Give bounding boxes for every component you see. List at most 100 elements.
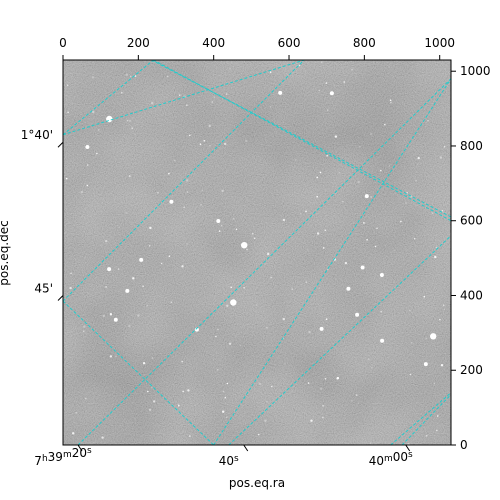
star xyxy=(97,129,100,131)
dec-grid-line xyxy=(153,60,451,222)
ra-grid-line xyxy=(151,60,451,218)
star xyxy=(425,337,428,340)
star xyxy=(181,360,183,363)
star xyxy=(255,304,258,306)
star xyxy=(310,419,313,422)
star xyxy=(388,66,390,68)
star xyxy=(213,96,216,99)
right-tick-label: 1000 xyxy=(460,64,491,78)
star xyxy=(324,229,327,232)
star xyxy=(201,189,204,192)
star xyxy=(139,257,144,262)
star xyxy=(96,152,98,155)
star xyxy=(169,199,174,204)
star xyxy=(258,382,262,386)
star xyxy=(388,165,391,167)
star xyxy=(121,91,123,94)
star xyxy=(186,104,188,106)
right-tick-label: 600 xyxy=(460,214,483,228)
star xyxy=(235,228,238,231)
star xyxy=(222,410,225,413)
star xyxy=(320,61,323,63)
star xyxy=(406,192,409,194)
star xyxy=(218,230,221,232)
star xyxy=(211,101,213,103)
x-axis-label: pos.eq.ra xyxy=(229,476,285,490)
star xyxy=(151,101,154,105)
star xyxy=(134,75,137,77)
top-tick-label: 600 xyxy=(278,36,301,50)
star xyxy=(203,140,206,142)
star xyxy=(278,90,283,95)
star xyxy=(107,267,112,272)
star xyxy=(129,75,132,78)
coordinate-grid xyxy=(63,60,451,445)
star xyxy=(168,255,171,257)
star xyxy=(101,436,104,439)
star xyxy=(91,76,95,79)
ra-grid-line xyxy=(213,78,451,445)
star xyxy=(389,99,392,102)
star xyxy=(284,363,286,365)
dec-grid-line xyxy=(77,78,451,445)
star xyxy=(153,400,156,403)
star xyxy=(270,276,272,279)
star xyxy=(435,246,438,249)
star xyxy=(226,416,228,419)
star xyxy=(147,390,149,393)
star xyxy=(245,139,248,143)
star xyxy=(318,89,321,92)
star xyxy=(325,82,328,84)
star xyxy=(229,68,231,70)
star xyxy=(83,330,85,333)
star xyxy=(316,176,319,179)
star xyxy=(384,123,386,126)
star xyxy=(410,342,413,344)
star xyxy=(118,226,120,228)
star xyxy=(374,245,377,248)
star xyxy=(160,262,163,265)
star xyxy=(327,268,329,271)
star xyxy=(376,227,378,230)
star xyxy=(85,145,90,149)
star xyxy=(105,286,107,288)
star xyxy=(360,265,365,270)
star xyxy=(441,210,444,212)
star xyxy=(167,75,169,78)
star xyxy=(264,419,267,422)
star xyxy=(102,314,106,318)
star xyxy=(188,134,191,137)
star xyxy=(243,287,245,289)
right-axis: 0 200 400 600 800 1000 xyxy=(451,64,491,452)
star xyxy=(146,304,148,307)
ra-tick-label: 7h39m20s xyxy=(34,446,92,468)
star xyxy=(369,442,372,445)
right-tick-label: 200 xyxy=(460,363,483,377)
star xyxy=(246,248,248,251)
star xyxy=(271,385,273,388)
star xyxy=(177,403,180,406)
star xyxy=(132,277,135,280)
star xyxy=(128,324,131,328)
star xyxy=(336,376,340,380)
ra-tick-label: 40s xyxy=(219,454,239,468)
star xyxy=(80,190,84,194)
star xyxy=(380,169,382,172)
star xyxy=(187,389,190,392)
star xyxy=(379,273,384,277)
star xyxy=(400,220,402,223)
top-tick-label: 0 xyxy=(59,36,67,50)
star xyxy=(189,435,191,437)
star xyxy=(351,68,353,71)
star xyxy=(148,408,152,411)
star xyxy=(226,304,229,307)
star xyxy=(252,233,254,235)
star xyxy=(443,145,446,148)
star xyxy=(431,212,434,214)
star xyxy=(305,210,307,213)
star xyxy=(367,358,370,360)
star xyxy=(351,400,353,402)
star xyxy=(109,355,113,358)
dec-tick xyxy=(57,295,64,301)
